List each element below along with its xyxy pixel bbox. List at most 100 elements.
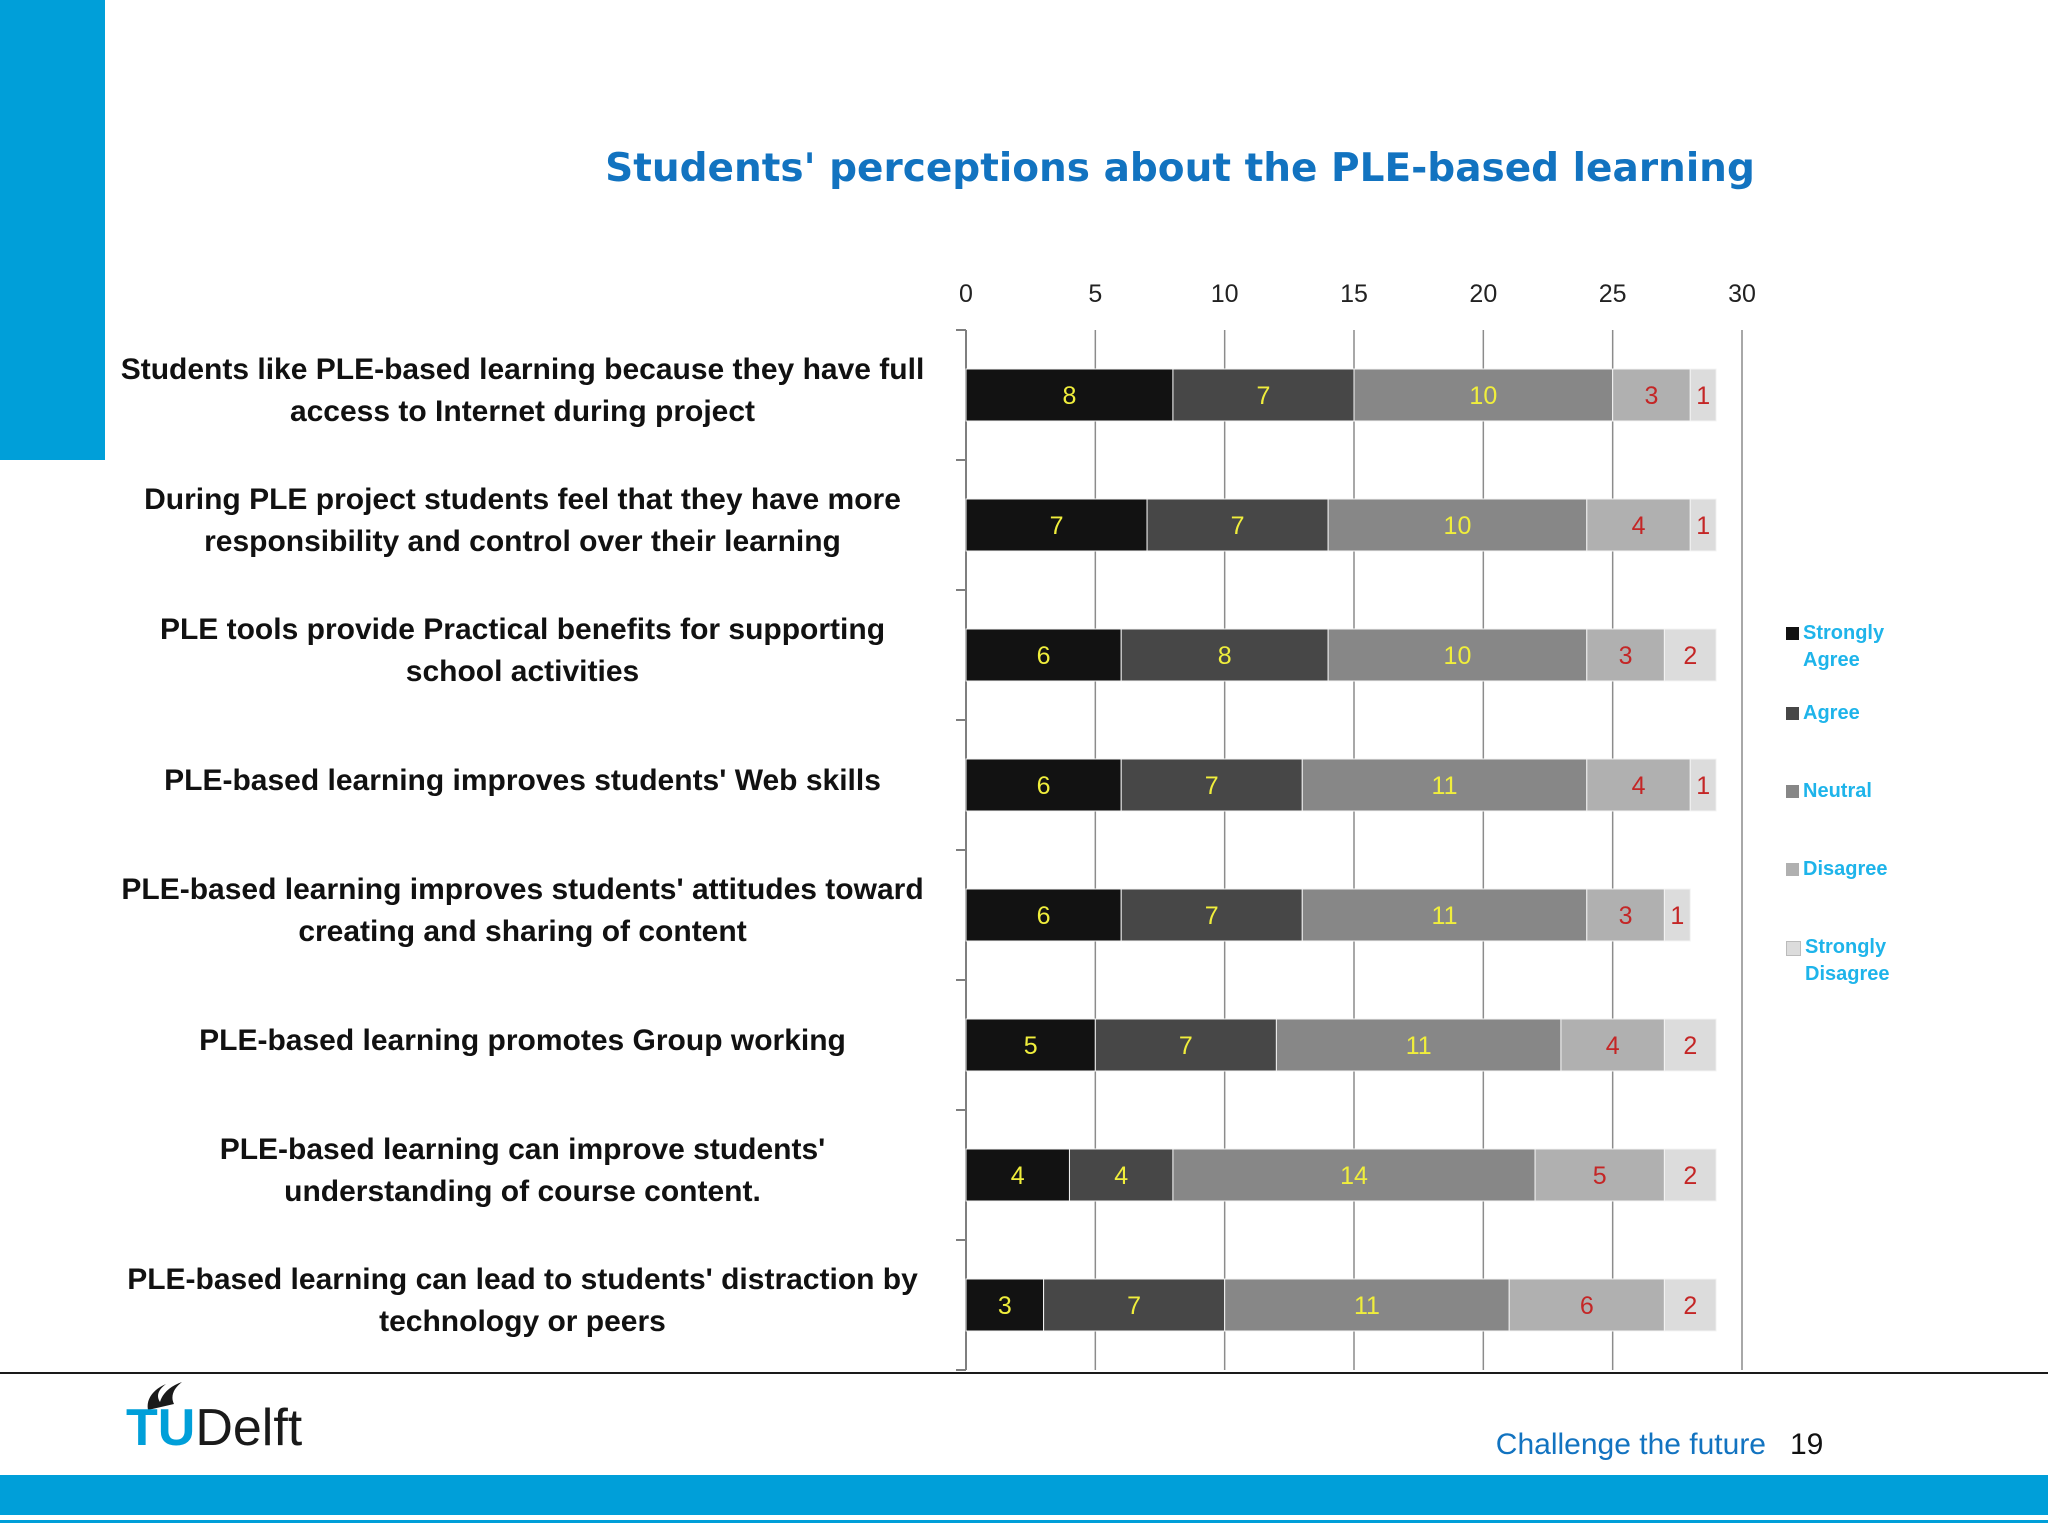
- bar-disagree: [1586, 758, 1691, 812]
- y-category-label-line: PLE-based learning promotes Group workin…: [199, 1024, 846, 1057]
- bar-value-label: 10: [1469, 382, 1497, 410]
- legend-item: Neutral: [1786, 778, 1913, 805]
- bar-disagree: [1612, 368, 1691, 422]
- bar-disagree: [1560, 1018, 1665, 1072]
- bar-value-label: 4: [1632, 512, 1646, 540]
- bar-strongly-agree: [965, 498, 1148, 552]
- legend-label-line: Disagree: [1803, 858, 1888, 880]
- y-category-label: PLE tools provide Practical benefits for…: [110, 609, 935, 693]
- y-category-label-line: access to Internet during project: [289, 395, 756, 428]
- bar-value-label: 1: [1696, 772, 1710, 800]
- bar-value-label: 11: [1432, 902, 1458, 930]
- legend-label: Strongly Agree: [1803, 620, 1913, 674]
- legend-item: Strongly Disagree: [1786, 934, 1915, 988]
- bar-value-label: 10: [1444, 512, 1472, 540]
- chart-title: Students' perceptions about the PLE-base…: [605, 146, 1755, 191]
- legend-label-line: Neutral: [1803, 780, 1872, 802]
- bar-strongly-disagree: [1663, 1018, 1717, 1072]
- bar-value-label: 3: [1645, 382, 1659, 410]
- bar-value-label: 11: [1406, 1032, 1432, 1060]
- bar-neutral: [1353, 368, 1614, 422]
- legend-swatch: [1786, 863, 1799, 876]
- y-category-label-line: understanding of course content.: [284, 1175, 761, 1208]
- logo-tu: TU: [126, 1399, 196, 1457]
- bar-value-label: 7: [1127, 1292, 1141, 1320]
- footer-band: [0, 1475, 2048, 1515]
- bar-value-label: 2: [1683, 1032, 1697, 1060]
- y-category-label-line: responsibility and control over their le…: [204, 525, 841, 558]
- footer-line: [0, 1520, 2048, 1523]
- legend-swatch: [1786, 627, 1799, 640]
- bar-strongly-disagree: [1689, 498, 1717, 552]
- y-category-label-line: Students like PLE-based learning because…: [120, 353, 925, 386]
- bar-disagree: [1508, 1278, 1665, 1332]
- legend-item: Strongly Agree: [1786, 620, 1913, 674]
- bar-agree: [1120, 628, 1329, 682]
- flame-icon: [147, 1382, 182, 1410]
- y-category-label-line: PLE-based learning improves students' at…: [121, 873, 924, 906]
- bar-strongly-agree: [965, 368, 1174, 422]
- x-tick-label: 5: [1088, 280, 1102, 308]
- footer-slogan: Challenge the future: [1495, 1428, 1766, 1461]
- bar-value-label: 7: [1205, 902, 1219, 930]
- y-category-label: PLE-based learning improves students' We…: [110, 760, 935, 802]
- legend-label-line: Strongly: [1803, 622, 1885, 644]
- x-tick-label: 10: [1211, 280, 1239, 308]
- x-tick-label: 20: [1469, 280, 1497, 308]
- y-category-label-line: creating and sharing of content: [298, 915, 747, 948]
- y-category-label-line: PLE-based learning improves students' We…: [164, 764, 881, 797]
- bar-value-label: 4: [1114, 1162, 1128, 1190]
- legend-label-line: Disagree: [1805, 963, 1890, 985]
- bar-strongly-disagree: [1663, 1278, 1717, 1332]
- bar-value-label: 11: [1432, 772, 1458, 800]
- bar-strongly-disagree: [1689, 758, 1717, 812]
- y-category-label-line: technology or peers: [379, 1305, 666, 1338]
- bar-neutral: [1275, 1018, 1562, 1072]
- y-category-label-line: PLE-based learning can improve students': [219, 1133, 826, 1166]
- bar-strongly-agree: [965, 888, 1122, 942]
- bar-strongly-agree: [965, 1018, 1096, 1072]
- y-category-label: During PLE project students feel that th…: [110, 479, 935, 563]
- bar-value-label: 7: [1231, 512, 1245, 540]
- legend-label: Agree: [1803, 700, 1913, 727]
- bar-value-label: 4: [1606, 1032, 1620, 1060]
- y-category-label-line: PLE-based learning can lead to students'…: [127, 1263, 918, 1296]
- bar-neutral: [1301, 888, 1588, 942]
- bar-strongly-disagree: [1663, 1148, 1717, 1202]
- bar-neutral: [1327, 498, 1588, 552]
- bar-value-label: 7: [1205, 772, 1219, 800]
- bar-disagree: [1586, 888, 1665, 942]
- footer-rule: [0, 1372, 2048, 1374]
- bar-agree: [1172, 368, 1355, 422]
- legend-label-line: Strongly: [1805, 936, 1887, 958]
- bar-value-label: 6: [1037, 642, 1051, 670]
- bar-value-label: 11: [1354, 1292, 1380, 1320]
- bar-value-label: 3: [998, 1292, 1012, 1320]
- x-tick-label: 30: [1728, 280, 1756, 308]
- logo-delft: Delft: [195, 1399, 303, 1457]
- bar-value-label: 2: [1683, 642, 1697, 670]
- bar-value-label: 6: [1037, 772, 1051, 800]
- x-tick-label: 25: [1599, 280, 1627, 308]
- bar-value-label: 7: [1179, 1032, 1193, 1060]
- bar-strongly-disagree: [1689, 368, 1717, 422]
- bar-value-label: 4: [1011, 1162, 1025, 1190]
- tu-delft-logo: TUDelft: [124, 1376, 354, 1466]
- bar-neutral: [1301, 758, 1588, 812]
- page-number: 19: [1790, 1428, 1824, 1461]
- legend-label-line: Agree: [1803, 649, 1860, 671]
- bar-strongly-disagree: [1663, 628, 1717, 682]
- bar-strongly-agree: [965, 628, 1122, 682]
- legend-swatch: [1786, 707, 1799, 720]
- logo-wordmark: TUDelft: [126, 1398, 302, 1458]
- bar-value-label: 10: [1444, 642, 1472, 670]
- y-category-label: PLE-based learning can lead to students'…: [110, 1259, 935, 1343]
- bar-value-label: 14: [1340, 1162, 1368, 1190]
- legend-label: Disagree: [1803, 856, 1913, 883]
- bar-value-label: 5: [1024, 1032, 1038, 1060]
- legend-swatch: [1786, 941, 1801, 956]
- stacked-bar-chart: 0 5 10 15 20 25 308 7 10 3 17 7 10 4 16 8 10 3 26 7 11 4 16 7 11…: [956, 280, 1756, 1371]
- x-tick-label: 0: [959, 280, 973, 308]
- bar-disagree: [1586, 628, 1665, 682]
- bar-value-label: 6: [1037, 902, 1051, 930]
